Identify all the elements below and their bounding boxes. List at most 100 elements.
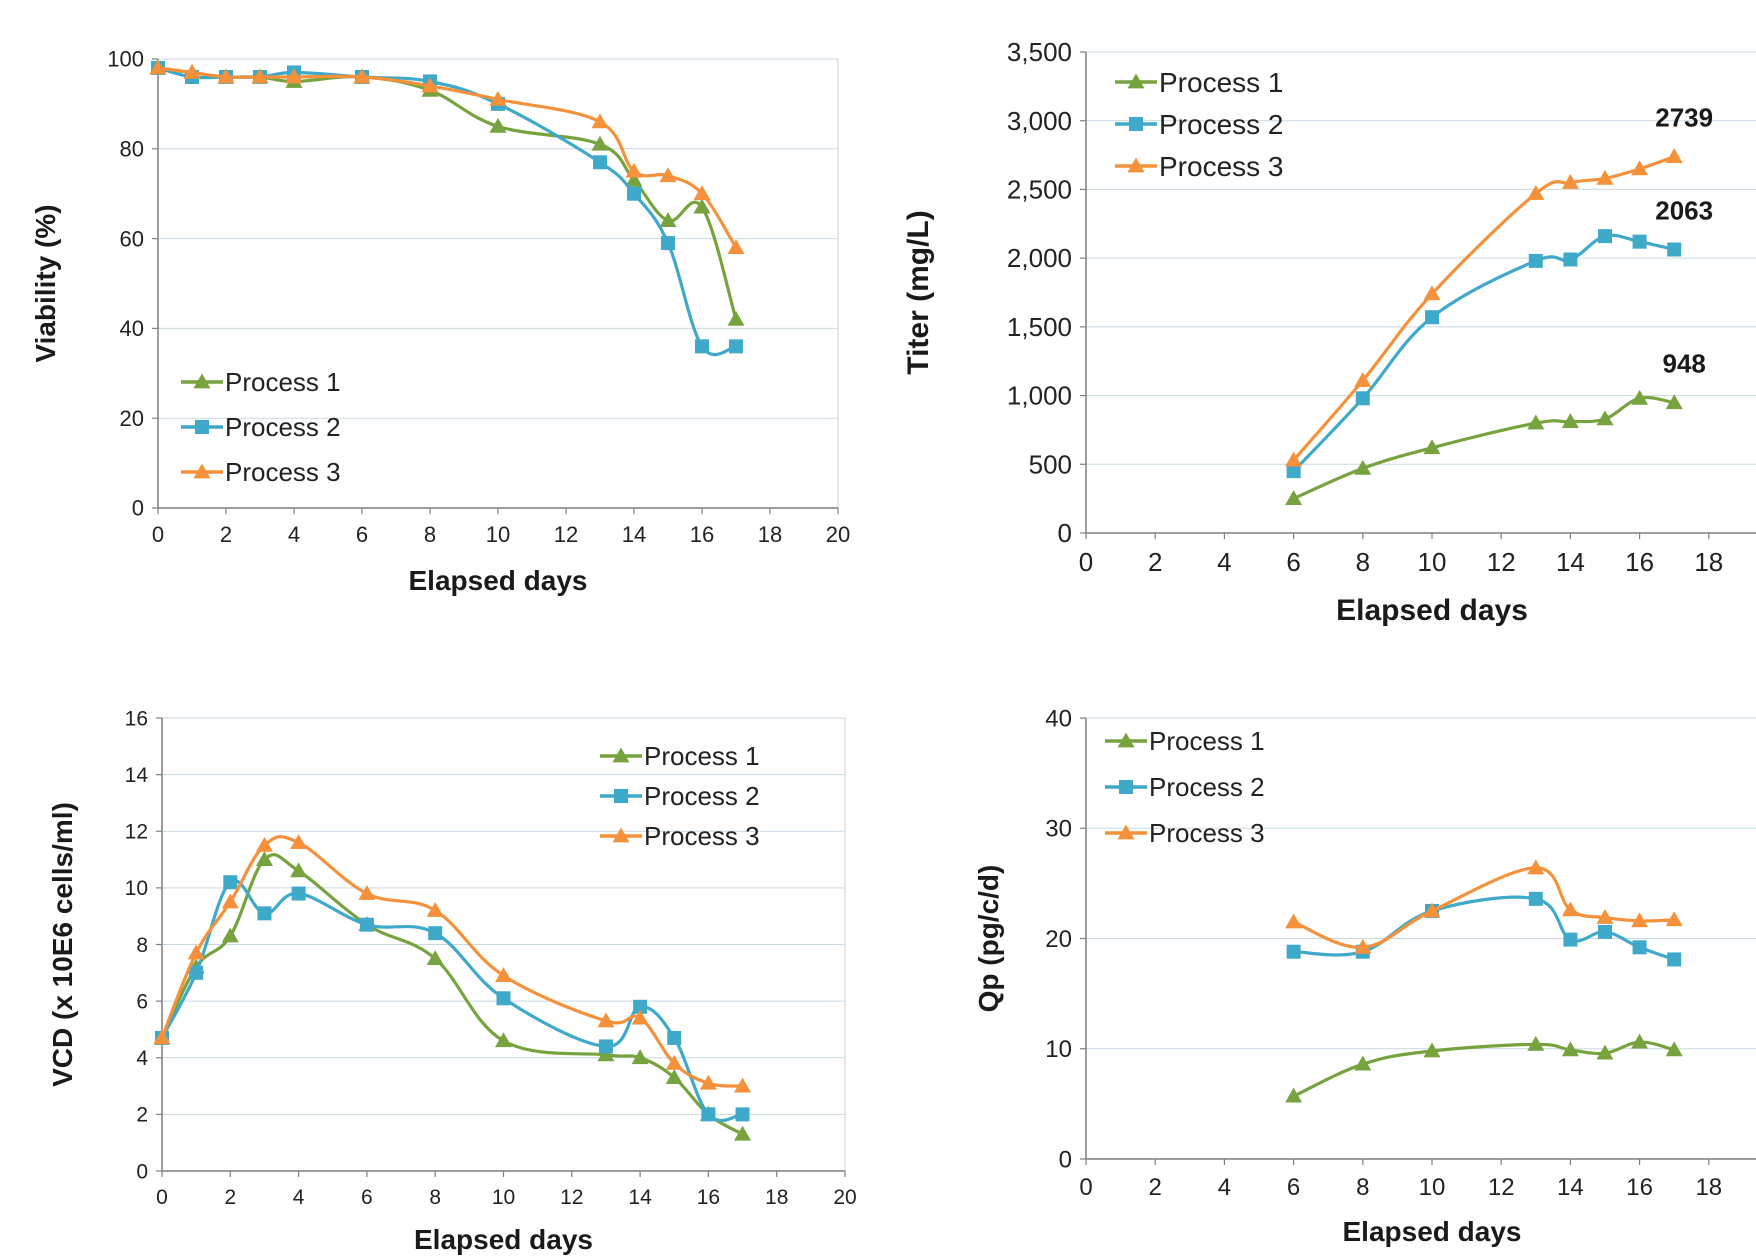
x-tick-label: 8 (424, 522, 436, 547)
data-point (353, 68, 371, 84)
y-tick-label: 30 (1045, 816, 1072, 843)
data-point (695, 339, 709, 354)
y-tick-label: 60 (120, 226, 144, 251)
data-point (593, 155, 607, 170)
data-point (665, 1054, 683, 1070)
series-1 (1285, 1033, 1683, 1103)
data-point (1423, 439, 1441, 455)
x-tick-label: 6 (361, 1186, 373, 1209)
data-point (1631, 1033, 1649, 1049)
data-point (729, 339, 743, 354)
legend-label: Process 2 (1159, 109, 1284, 140)
legend: Process 1 Process 2 Process 3 (1115, 67, 1284, 182)
data-point (489, 117, 507, 133)
series-line (1292, 895, 1676, 961)
y-tick-label: 20 (1045, 926, 1072, 953)
legend-label: Process 2 (1149, 772, 1265, 802)
titer-chart: 0 500 1,000 1,500 2,000 2,500 3,000 3,500 0 2 4 6 8 1… (878, 0, 1756, 629)
x-axis-title: Elapsed days (1336, 594, 1528, 627)
data-point (625, 162, 643, 178)
data-point (633, 999, 648, 1014)
data-point (693, 198, 711, 214)
x-tick-label: 20 (833, 1186, 856, 1209)
data-point (223, 875, 238, 890)
data-point (291, 886, 306, 901)
x-tick-label: 10 (486, 522, 510, 547)
y-tick-label: 6 (136, 990, 148, 1013)
y-axis-title: Titer (mg/L) (902, 210, 935, 374)
y-tick-label: 10 (1045, 1036, 1072, 1063)
legend-marker (1129, 117, 1143, 131)
data-point (1423, 1042, 1441, 1058)
data-point (1598, 924, 1612, 939)
y-tick-label: 40 (120, 316, 144, 341)
data-point (1596, 1044, 1614, 1060)
data-point (255, 851, 273, 866)
data-point (189, 965, 204, 980)
data-point (1665, 148, 1683, 163)
data-point (221, 893, 239, 909)
data-point (1596, 909, 1614, 924)
y-tick-label: 500 (1029, 449, 1072, 479)
series-2 (1286, 891, 1682, 967)
y-axis-title: Viability (%) (30, 204, 61, 362)
data-point (1286, 944, 1301, 959)
qp-chart: 01020304002468101214161820Elapsed daysQp… (878, 629, 1756, 1259)
x-tick-label: 16 (697, 1186, 720, 1209)
y-axis-title: VCD (x 10E6 cells/ml) (47, 802, 78, 1087)
x-tick-label: 8 (429, 1186, 441, 1209)
data-point (1598, 229, 1612, 244)
series-3 (149, 59, 745, 254)
data-point (1355, 391, 1370, 406)
legend: Process 1 Process 2 Process 3 (600, 741, 760, 851)
data-point (421, 77, 439, 93)
y-tick-label: 16 (125, 707, 148, 730)
y-tick-label: 0 (1058, 518, 1072, 548)
data-point (693, 185, 711, 201)
data-point (699, 1074, 717, 1090)
x-tick-label: 16 (690, 522, 714, 547)
x-tick-label: 2 (224, 1186, 236, 1209)
data-point (496, 991, 511, 1006)
data-point (597, 1012, 615, 1028)
y-tick-label: 40 (1045, 705, 1072, 732)
series-1 (1285, 389, 1683, 506)
data-point (1354, 1055, 1372, 1071)
data-point (735, 1107, 750, 1122)
data-point (597, 1046, 615, 1062)
legend-marker (1117, 732, 1135, 748)
data-point (701, 1107, 716, 1122)
data-point (290, 834, 308, 849)
legend: Process 1 Process 2 Process 3 (1105, 726, 1265, 848)
series-line (1292, 1040, 1676, 1098)
legend-marker (195, 420, 209, 434)
data-point (1528, 891, 1543, 906)
y-tick-label: 3,500 (1007, 37, 1072, 67)
data-point (1354, 371, 1372, 387)
data-point (627, 186, 641, 201)
x-tick-label: 18 (1695, 1174, 1722, 1201)
data-point (1563, 252, 1578, 267)
data-point (153, 1029, 171, 1045)
x-tick-label: 14 (622, 522, 646, 547)
x-tick-label: 14 (1556, 547, 1585, 577)
legend-label: Process 2 (225, 412, 341, 442)
data-point (625, 171, 643, 187)
y-tick-label: 1,000 (1007, 381, 1072, 411)
y-tick-label: 10 (125, 877, 148, 900)
x-axis-title: Elapsed days (414, 1224, 593, 1255)
x-tick-label: 10 (1418, 547, 1447, 577)
y-tick-label: 0 (132, 496, 144, 521)
data-point (1632, 234, 1647, 249)
legend-marker (614, 789, 628, 803)
x-tick-label: 2 (1149, 1174, 1162, 1201)
legend-marker (612, 827, 630, 843)
x-tick-label: 14 (1557, 1174, 1584, 1201)
x-tick-label: 12 (560, 1186, 583, 1209)
data-point (1596, 410, 1614, 426)
y-tick-label: 2 (136, 1104, 148, 1127)
data-point (727, 310, 745, 326)
y-axis-title: Qp (pg/c/d) (973, 865, 1004, 1013)
legend-label: Process 1 (644, 741, 760, 771)
x-axis-title: Elapsed days (1343, 1216, 1522, 1247)
